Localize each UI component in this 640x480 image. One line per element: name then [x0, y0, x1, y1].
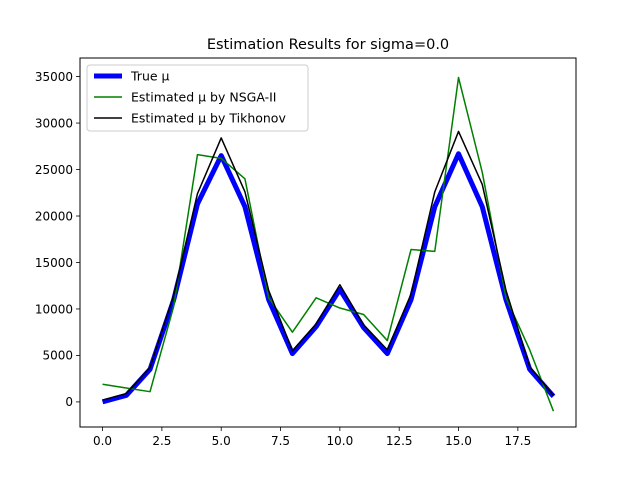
y-tick-label: 10000: [35, 302, 73, 316]
y-tick-label: 35000: [35, 70, 73, 84]
plot-lines: [101, 76, 556, 412]
legend-label-1: True μ: [130, 69, 170, 84]
y-tick-label: 30000: [35, 116, 73, 130]
series-line-3: [102, 130, 555, 401]
x-axis: 0.0 2.5 5.0 7.5 10.0 12.5 15.0 17.5: [93, 427, 531, 448]
x-tick-label: 10.0: [327, 434, 354, 448]
legend-label-2: Estimated μ by NSGA-II: [131, 90, 276, 105]
chart-title: Estimation Results for sigma=0.0: [207, 37, 449, 53]
x-tick-label: 5.0: [212, 434, 231, 448]
x-tick-label: 17.5: [504, 434, 531, 448]
x-tick-label: 0.0: [93, 434, 112, 448]
y-tick-label: 5000: [42, 349, 73, 363]
axes-frame: [79, 57, 577, 428]
x-tick-label: 12.5: [386, 434, 413, 448]
y-tick-label: 20000: [35, 209, 73, 223]
x-tick-label: 2.5: [152, 434, 171, 448]
y-axis: 0 5000 10000 15000 20000 25000 30000 35000: [35, 70, 80, 409]
y-tick-label: 15000: [35, 256, 73, 270]
y-tick-label: 0: [65, 395, 73, 409]
x-tick-label: 7.5: [271, 434, 290, 448]
legend-label-3: Estimated μ by Tikhonov: [131, 111, 286, 126]
y-tick-label: 25000: [35, 163, 73, 177]
legend: True μ Estimated μ by NSGA-II Estimated μ …: [86, 64, 309, 132]
x-tick-label: 15.0: [445, 434, 472, 448]
legend-box: [86, 64, 309, 132]
